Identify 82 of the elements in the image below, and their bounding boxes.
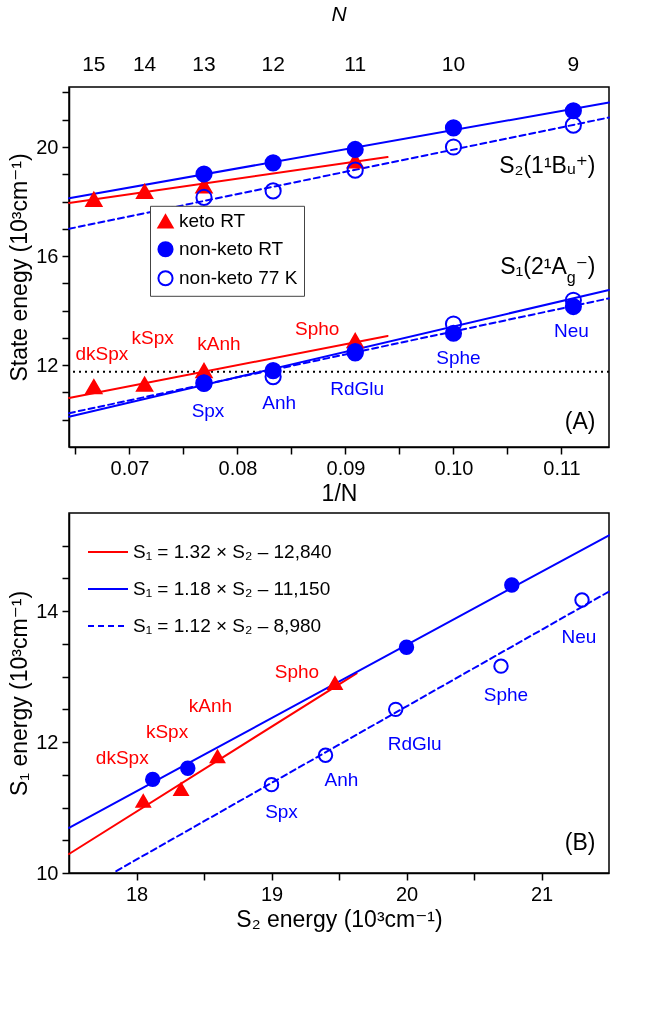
annotation: dkSpx [75, 342, 129, 364]
point [444, 119, 463, 137]
y-tick-label: 12 [36, 730, 59, 753]
text: 10 [441, 52, 466, 76]
x-tick-label: 0.08 [218, 456, 258, 479]
x-tick-label: 0.09 [326, 456, 366, 479]
y-tick-label: 14 [36, 599, 59, 622]
annotation: kSpx [145, 721, 189, 743]
annotation: (A) [564, 407, 596, 434]
legend-label: non-keto 77 K [179, 267, 298, 289]
point [504, 577, 520, 593]
x-tick-label: 18 [125, 882, 149, 905]
annotation: Neu [561, 626, 597, 648]
annotation: Spho [274, 661, 320, 683]
point [264, 182, 282, 200]
point [135, 794, 151, 808]
point [173, 782, 189, 797]
legend-label: S₁ = 1.32 × S₂ – 12,840 [133, 541, 332, 562]
point [144, 771, 161, 788]
point [444, 138, 463, 156]
point [195, 165, 213, 183]
legend-label: S₁ = 1.12 × S₂ – 8,980 [133, 615, 322, 636]
x-tick-label: 19 [260, 882, 284, 905]
point [180, 760, 196, 776]
point [136, 376, 154, 392]
point [264, 154, 282, 172]
annotation: Anh [324, 769, 359, 791]
y-tick-label: 16 [36, 244, 59, 267]
point [346, 161, 364, 179]
point [263, 776, 280, 793]
legend-label: non-keto RT [179, 238, 284, 260]
point [564, 102, 582, 120]
point [574, 592, 590, 608]
annotation: kAnh [188, 695, 233, 717]
annotation: Sphe [436, 347, 481, 369]
x-tick-label: 0.11 [543, 456, 581, 479]
legend-label: S₁ = 1.18 × S₂ – 11,150 [133, 578, 331, 599]
point [493, 658, 509, 674]
point [398, 639, 415, 655]
annotation: kAnh [197, 332, 241, 354]
annotation: Sphe [483, 684, 529, 706]
point [209, 749, 226, 764]
point [195, 188, 213, 207]
annotation: Spx [191, 400, 225, 422]
point [85, 191, 103, 207]
legend-label: keto RT [179, 210, 246, 232]
annotation: S₁(2¹A$_{g}$⁻) [500, 253, 596, 286]
annotation: Anh [262, 391, 297, 413]
y-tick-label: 20 [36, 135, 59, 158]
annotation: Neu [553, 319, 589, 341]
x-axis-title: S₂ energy (10³cm⁻¹) [236, 905, 443, 932]
annotation: RdGlu [330, 377, 385, 399]
annotation: dkSpx [95, 747, 150, 768]
y-tick-label: 10 [36, 861, 59, 884]
text: 15 [82, 52, 106, 76]
annotation: Spx [265, 800, 299, 822]
text: 9 [567, 52, 580, 76]
point [387, 701, 404, 718]
x-tick-label: 20 [395, 882, 419, 905]
point [317, 747, 334, 763]
text: 11 [344, 52, 367, 76]
x-tick-label: 21 [530, 882, 554, 905]
point [136, 183, 154, 200]
annotation: S₂(1¹Bᵤ⁺) [499, 152, 596, 179]
annotation: (B) [564, 828, 596, 855]
text: N [331, 2, 348, 25]
annotation: Spho [295, 317, 340, 339]
point [346, 140, 364, 159]
x-tick-label: 0.07 [110, 456, 150, 479]
y-axis-title: S₁ energy (10³cm⁻¹) [6, 590, 33, 797]
point [564, 116, 582, 134]
text: 12 [261, 52, 285, 76]
point [327, 676, 343, 690]
x-tick-label: 0.10 [434, 456, 474, 479]
x-axis-title: 1/N [321, 479, 358, 506]
point [85, 379, 103, 395]
y-axis-title: State enegy (10³cm⁻¹) [6, 153, 33, 382]
annotation: kSpx [131, 327, 175, 349]
annotation: RdGlu [387, 733, 442, 755]
text: 13 [192, 52, 216, 76]
y-tick-label: 12 [36, 353, 59, 376]
text: 14 [132, 52, 157, 76]
